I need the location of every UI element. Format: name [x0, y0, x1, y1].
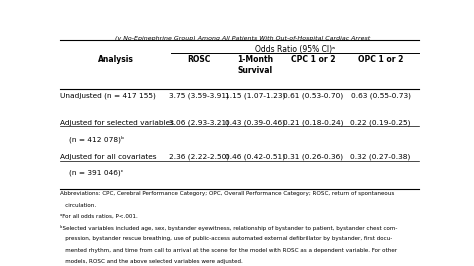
Text: 3.06 (2.93-3.21): 3.06 (2.93-3.21): [169, 120, 229, 127]
Text: 0.31 (0.26-0.36): 0.31 (0.26-0.36): [283, 154, 343, 160]
Text: Adjusted for all covariates: Adjusted for all covariates: [60, 154, 156, 160]
Text: 3.75 (3.59-3.91): 3.75 (3.59-3.91): [169, 92, 229, 99]
Text: ROSC: ROSC: [187, 56, 210, 64]
Text: 0.61 (0.53-0.70): 0.61 (0.53-0.70): [283, 92, 343, 99]
Text: 0.22 (0.19-0.25): 0.22 (0.19-0.25): [350, 120, 411, 127]
Text: Adjusted for selected variables: Adjusted for selected variables: [60, 120, 174, 126]
Text: 0.46 (0.42-0.51): 0.46 (0.42-0.51): [225, 154, 285, 160]
Text: (n = 391 046)ᶜ: (n = 391 046)ᶜ: [69, 170, 124, 176]
Text: 2.36 (2.22-2.50): 2.36 (2.22-2.50): [169, 154, 229, 160]
Text: CPC 1 or 2: CPC 1 or 2: [291, 56, 336, 64]
Text: circulation.: circulation.: [60, 202, 96, 207]
Text: Analysis: Analysis: [98, 56, 134, 64]
Text: mented rhythm, and time from call to arrival at the scene for the model with ROS: mented rhythm, and time from call to arr…: [60, 248, 397, 253]
Text: 0.21 (0.18-0.24): 0.21 (0.18-0.24): [283, 120, 344, 127]
Text: Unadjusted (n = 417 155): Unadjusted (n = 417 155): [60, 92, 156, 99]
Text: 0.32 (0.27-0.38): 0.32 (0.27-0.38): [350, 154, 411, 160]
Text: 0.63 (0.55-0.73): 0.63 (0.55-0.73): [351, 92, 410, 99]
Text: models, ROSC and the above selected variables were adjusted.: models, ROSC and the above selected vari…: [60, 259, 243, 264]
Text: pression, bystander rescue breathing, use of public-access automated external de: pression, bystander rescue breathing, us…: [60, 236, 392, 241]
Text: Odds Ratio (95% CI)ᵃ: Odds Ratio (95% CI)ᵃ: [255, 45, 335, 54]
Text: Abbreviations: CPC, Cerebral Performance Category; OPC, Overall Performance Cate: Abbreviations: CPC, Cerebral Performance…: [60, 191, 394, 196]
Text: 1.15 (1.07-1.23): 1.15 (1.07-1.23): [225, 92, 286, 99]
Text: 0.43 (0.39-0.46): 0.43 (0.39-0.46): [226, 120, 285, 127]
Text: OPC 1 or 2: OPC 1 or 2: [358, 56, 403, 64]
Text: ᵃFor all odds ratios, P<.001.: ᵃFor all odds ratios, P<.001.: [60, 214, 138, 219]
Text: 1-Month
Survival: 1-Month Survival: [237, 56, 273, 75]
Text: (v No-Epinephrine Group) Among All Patients With Out-of-Hospital Cardiac Arrest: (v No-Epinephrine Group) Among All Patie…: [115, 36, 371, 41]
Text: (n = 412 078)ᵇ: (n = 412 078)ᵇ: [69, 136, 124, 143]
Text: ᵇSelected variables included age, sex, bystander eyewitness, relationship of bys: ᵇSelected variables included age, sex, b…: [60, 225, 397, 231]
